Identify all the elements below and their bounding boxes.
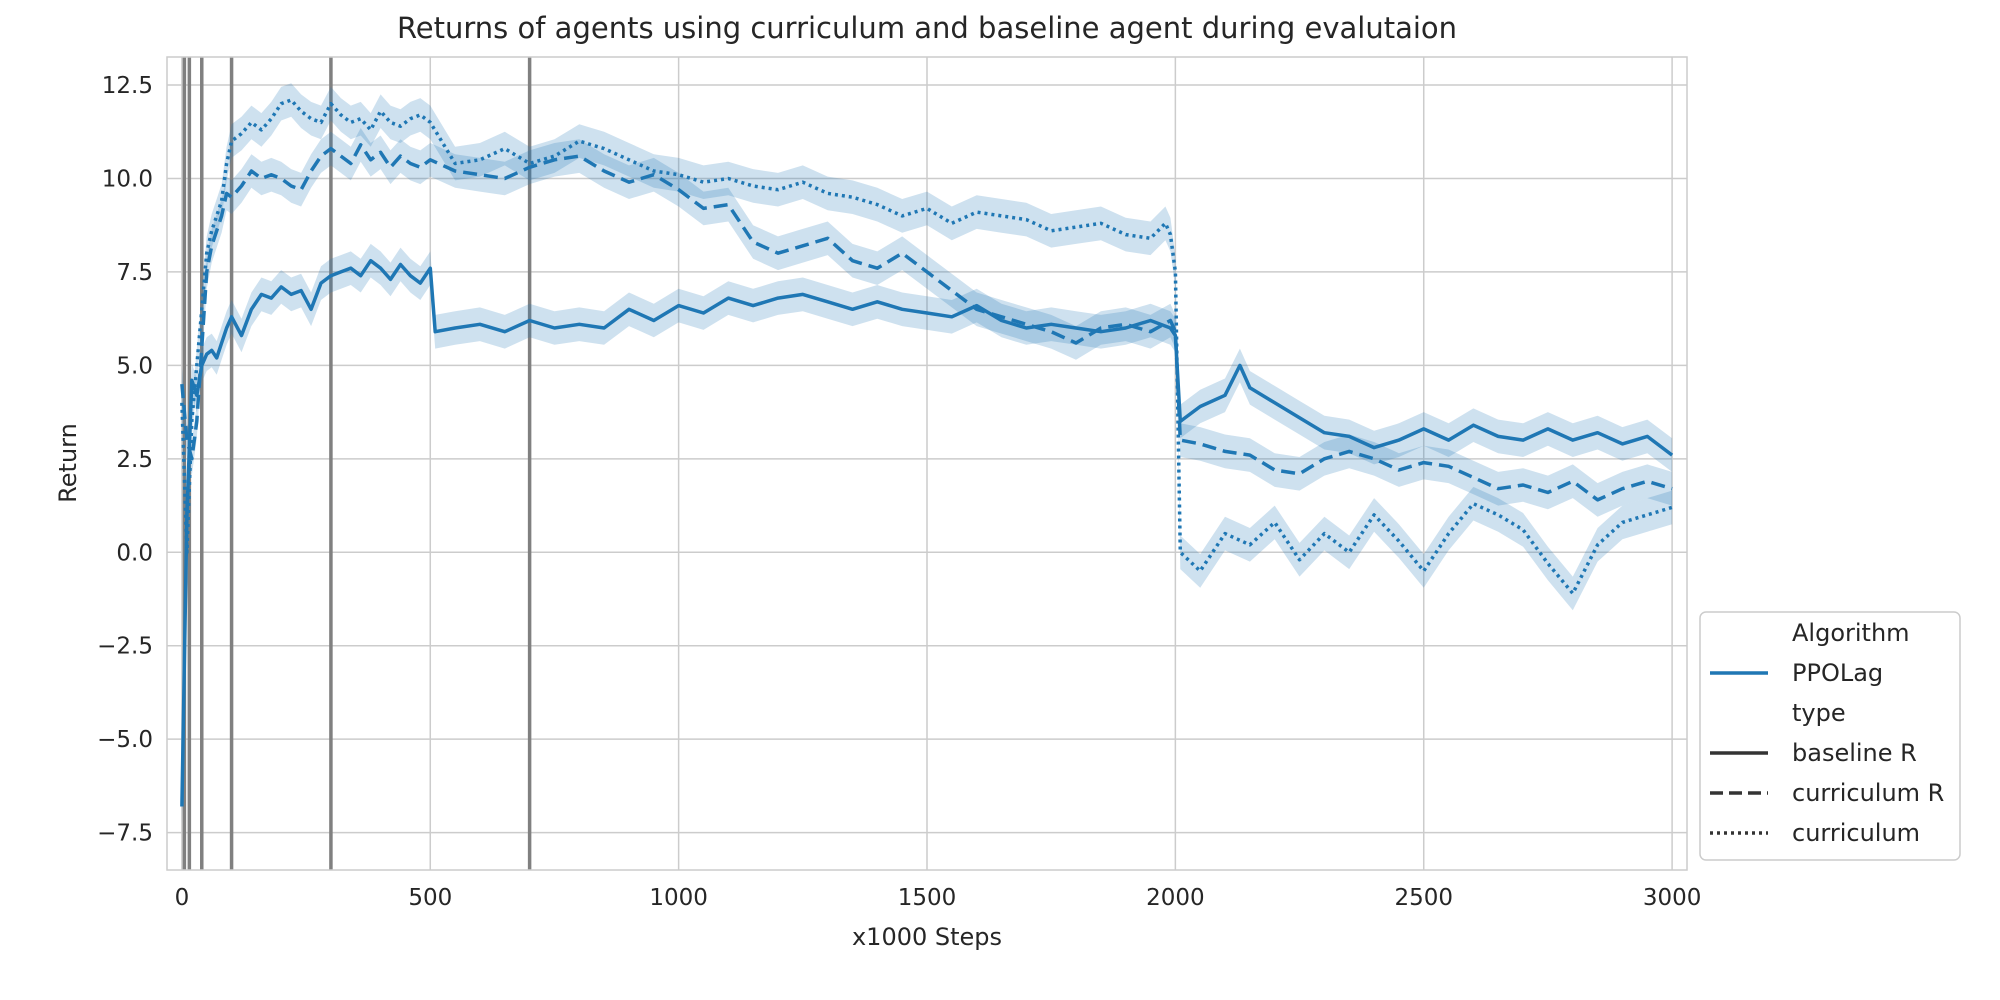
- series-line: [180, 98, 1673, 596]
- confidence-bands: [181, 83, 1673, 824]
- y-axis-label: Return: [54, 423, 82, 503]
- series-band: [181, 128, 1673, 517]
- plot-frame: [166, 56, 1688, 871]
- series-lines: [180, 98, 1674, 807]
- y-tick-label: 0.0: [116, 540, 153, 566]
- legend-label-curriculum: curriculum: [1792, 819, 1920, 847]
- y-tick-label: −5.0: [97, 727, 153, 753]
- legend-label-curriculum-r: curriculum R: [1792, 779, 1944, 807]
- legend: Algorithm PPOLag type baseline R curricu…: [1699, 611, 1961, 861]
- legend-title-type: type: [1792, 699, 1846, 727]
- legend-label-baseline: baseline R: [1792, 739, 1917, 767]
- x-tick-label: 500: [408, 885, 452, 911]
- x-tick-label: 1000: [649, 885, 708, 911]
- chart-title: Returns of agents using curriculum and b…: [397, 11, 1457, 45]
- y-tick-label: 7.5: [116, 260, 153, 286]
- x-tick-label: 1500: [898, 885, 957, 911]
- y-tick-label: 10.0: [102, 166, 153, 192]
- x-tick-label: 3000: [1643, 885, 1702, 911]
- x-tick-label: 2500: [1394, 885, 1453, 911]
- legend-title-algorithm: Algorithm: [1792, 619, 1910, 647]
- y-tick-labels: −7.5 −5.0 −2.5 0.0 2.5 5.0 7.5 10.0 12.5: [97, 73, 153, 847]
- y-tick-label: −7.5: [97, 821, 153, 847]
- x-tick-label: 0: [175, 885, 190, 911]
- y-tick-label: 2.5: [116, 447, 153, 473]
- x-tick-labels: 0 500 1000 1500 2000 2500 3000: [175, 885, 1702, 911]
- y-tick-label: 12.5: [102, 73, 153, 99]
- legend-label-ppolag: PPOLag: [1792, 659, 1883, 687]
- x-tick-label: 2000: [1146, 885, 1205, 911]
- y-tick-label: −2.5: [97, 634, 153, 660]
- series-line: [180, 143, 1673, 502]
- series-line: [180, 258, 1674, 807]
- x-axis-label: x1000 Steps: [852, 923, 1002, 951]
- y-tick-label: 5.0: [116, 353, 153, 379]
- milestone-lines: [182, 57, 532, 870]
